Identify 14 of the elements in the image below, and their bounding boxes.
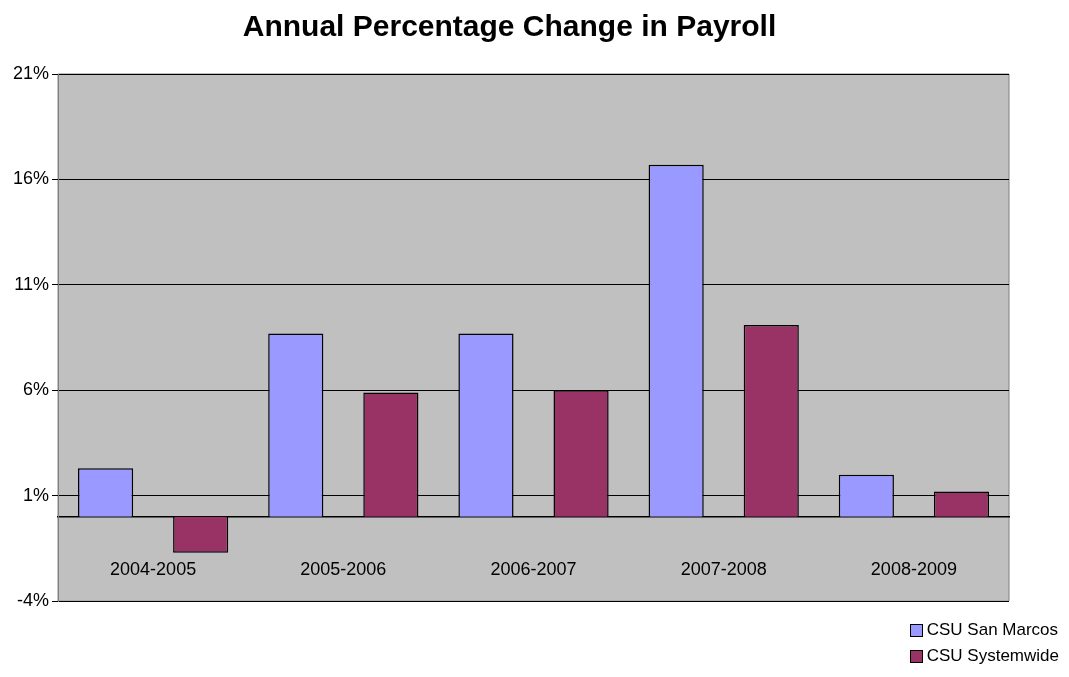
legend-label: CSU Systemwide bbox=[926, 646, 1059, 666]
x-tick-label: 2005-2006 bbox=[300, 558, 387, 579]
x-tick-label: 2008-2009 bbox=[870, 558, 957, 579]
y-tick-label: 21% bbox=[13, 62, 50, 83]
x-tick-label: 2004-2005 bbox=[110, 558, 197, 579]
y-tick-label: 16% bbox=[13, 168, 50, 189]
chart-title: Annual Percentage Change in Payroll bbox=[242, 9, 777, 43]
x-tick-label: 2007-2008 bbox=[680, 558, 767, 579]
legend-label: CSU San Marcos bbox=[926, 620, 1059, 640]
y-tick-label: 11% bbox=[14, 273, 50, 294]
y-tick-label: 6% bbox=[23, 379, 50, 400]
y-tick-label: 1% bbox=[23, 484, 50, 505]
x-tick-label: 2006-2007 bbox=[490, 558, 577, 579]
y-tick-label: -4% bbox=[17, 590, 50, 611]
